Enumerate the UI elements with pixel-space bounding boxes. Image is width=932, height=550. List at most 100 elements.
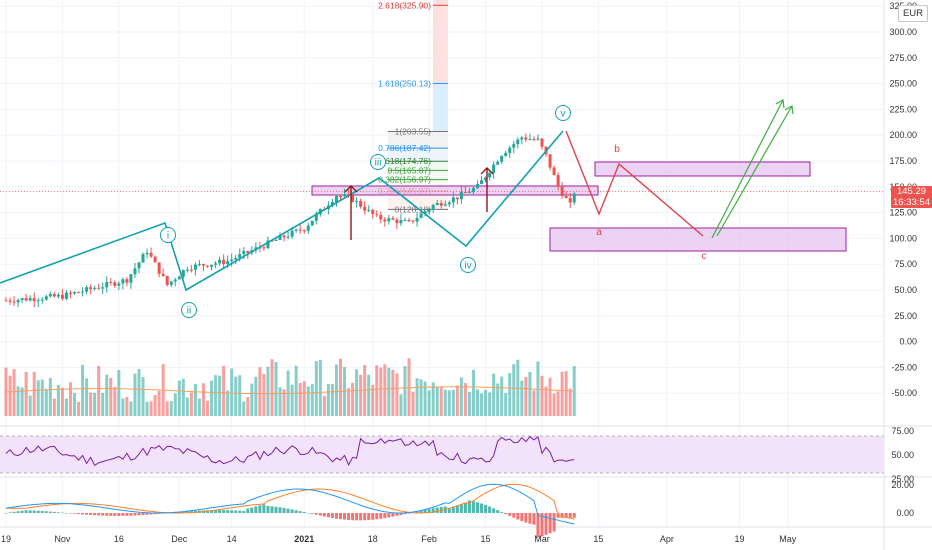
volume-bar [560, 371, 564, 416]
candle-body [343, 194, 347, 197]
volume-bar [407, 358, 411, 416]
date-tick-label: 19 [734, 534, 744, 544]
macd-histogram-bar [48, 511, 52, 513]
last-price-tag: 145.29 16:33:54 [891, 186, 932, 208]
date-tick-label: May [779, 534, 797, 544]
candle-body [73, 292, 77, 294]
volume-bar [226, 390, 230, 416]
wave-label: iii [375, 158, 382, 169]
rectangle-zones [0, 161, 884, 252]
candle-body [68, 292, 72, 294]
candle-body [463, 191, 467, 193]
support-resistance-zone[interactable] [311, 185, 599, 196]
candle-body [210, 264, 214, 267]
candle-body [101, 287, 105, 289]
macd-histogram-bar [455, 505, 459, 513]
volume-bar [443, 389, 447, 416]
macd-histogram-bar [210, 510, 214, 513]
candle-body [234, 258, 238, 260]
macd-histogram-bar [391, 513, 395, 517]
candle-body [367, 209, 371, 211]
macd-histogram-bar [395, 513, 399, 516]
candle-body [85, 287, 89, 292]
volume-bar [302, 381, 306, 416]
candle-body [484, 177, 488, 181]
volume-bar [189, 392, 193, 416]
candle-body [387, 218, 391, 222]
volume-bar [157, 390, 161, 416]
candle-body [492, 164, 496, 174]
date-tick-label: 2021 [294, 534, 314, 544]
fib-level-label: 1(203.55) [395, 127, 432, 137]
candle-body [524, 137, 528, 140]
volume-bar [463, 383, 467, 416]
support-resistance-zone[interactable] [549, 227, 847, 252]
macd-histogram-bar [44, 511, 48, 513]
candle-body [399, 220, 403, 224]
macd-histogram-bar [282, 507, 286, 513]
volume-bar [330, 384, 334, 416]
volume-bar [242, 401, 246, 416]
candle-body [226, 261, 230, 265]
candle-body [488, 173, 492, 178]
fib-level-label: 0(128.18) [395, 204, 432, 214]
volume-bar [290, 384, 294, 416]
volume-bar [177, 380, 181, 416]
volume-bar [351, 382, 355, 416]
candle-body [407, 220, 411, 222]
macd-histogram-bar [266, 505, 270, 513]
volume-bar [81, 364, 85, 416]
macd-histogram-bar [459, 504, 463, 513]
candle-body [455, 197, 459, 200]
candle-body [52, 294, 56, 297]
support-resistance-zone[interactable] [594, 161, 811, 177]
candle-body [306, 225, 310, 231]
macd-histogram-bar [403, 513, 407, 515]
volume-bar [8, 375, 12, 416]
macd-histogram-bar [270, 506, 274, 513]
date-tick-label: Mar [534, 534, 550, 544]
candle-body [60, 294, 64, 299]
candle-body [383, 219, 387, 222]
volume-bar [496, 383, 500, 416]
volume-bar [222, 365, 226, 416]
macd-histogram-bar [242, 510, 246, 513]
candle-body [540, 138, 544, 147]
volume-bar [121, 398, 125, 416]
volume-bar [262, 373, 266, 416]
macd-histogram-bar [4, 513, 8, 514]
volume-bar [105, 374, 109, 416]
volume-bar [314, 360, 318, 416]
macd-histogram-bar [476, 502, 480, 513]
date-tick-label: 16 [114, 534, 124, 544]
macd-histogram-bar [101, 513, 105, 516]
macd-histogram-bar [24, 510, 28, 513]
volume-bar [97, 365, 101, 416]
macd-histogram-bar [536, 513, 540, 538]
macd-histogram-bar [544, 513, 548, 535]
volume-bar [484, 389, 488, 416]
macd-histogram-bar [68, 513, 72, 514]
volume-bar [193, 383, 197, 416]
macd-histogram-bar [153, 513, 157, 515]
currency-selector[interactable]: EUR [898, 5, 928, 22]
macd-histogram-bar [32, 510, 36, 513]
macd-histogram-bar [387, 513, 391, 518]
volume-bar [206, 400, 209, 416]
candle-body [242, 251, 246, 255]
candle-body [480, 180, 484, 185]
volume-bar [334, 364, 338, 416]
volume-bar [101, 392, 105, 416]
macd-histogram-bar [234, 510, 238, 513]
macd-histogram-bar [540, 513, 544, 537]
macd-histogram-bar [185, 511, 189, 513]
candle-body [177, 276, 181, 280]
macd-histogram-bar [206, 510, 209, 513]
macd-signal-line [6, 483, 575, 520]
macd-histogram-bar [254, 506, 258, 513]
macd-histogram-bar [548, 513, 552, 534]
fib-level-label: 0.786(187.42) [378, 143, 431, 153]
macd-histogram-bar [73, 513, 77, 514]
